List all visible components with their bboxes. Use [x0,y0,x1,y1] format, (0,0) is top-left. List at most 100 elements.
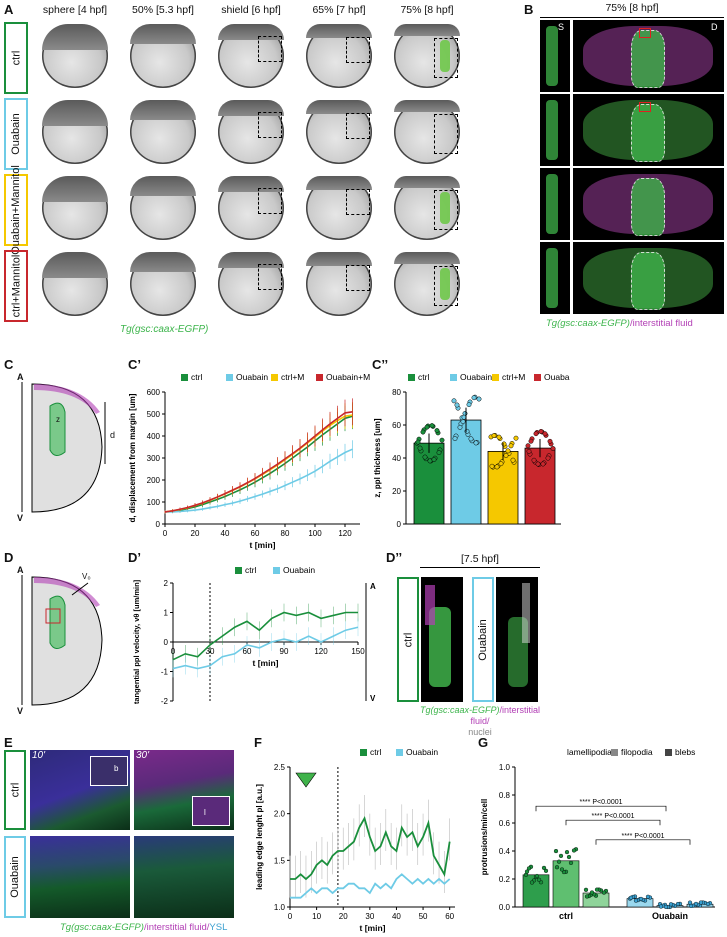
y-tick-label: 0.2 [499,875,511,884]
x-tick-label: 90 [280,647,289,656]
data-point [439,437,445,443]
panel-letter-f: F [254,735,262,750]
data-point [559,867,565,872]
legend-label: ctrl [245,565,256,575]
panel-d2-title: [7.5 hpf] [461,553,499,565]
embryo-image [210,96,292,168]
row-text: Ouabain+Mannitol [10,165,22,255]
caption-tg: Tg(gsc:caax-EGFP) [419,705,500,715]
legend-label: Ouabain [236,372,268,382]
gsc-domain [631,104,665,162]
blastoderm-cap [394,24,460,36]
time-label: 10' [32,750,46,761]
legend-swatch [181,374,188,381]
data-point [473,440,479,446]
embryo-body [218,24,284,88]
dashed-box [346,113,370,139]
data-point [457,424,463,430]
blastoderm-cap [394,100,460,112]
embryo-image [122,96,204,168]
embryo-body [306,100,372,164]
gsc-signal [440,268,450,300]
e-image-ouabain-30 [134,836,234,918]
caption-fluid: /interstitial fluid/ [143,922,210,933]
row-label-0: ctrl [4,22,28,94]
data-point [422,454,428,460]
y-axis-label: d, displacement from margin [um] [128,393,137,522]
data-point [535,461,541,467]
panel-letter-g: G [478,735,489,750]
data-point [638,896,644,902]
data-point [583,887,589,892]
column-label: shield [6 hpf] [221,4,281,16]
chart-c2: 0 20 40 60 80 z, ppl thickness [um] ctrl Ouabai… [373,372,570,529]
e-image-ctrl-30: 30' l [134,750,234,830]
panel-d2-caption: Tg(gsc:caax-EGFP)/interstitial fluid/nuc… [415,705,545,738]
view-label-d: D [711,22,718,32]
schematic-c-z: z [56,415,60,424]
dashed-box [346,37,370,63]
legend-label: lamellipodia [567,747,612,757]
data-point [496,434,502,440]
data-point [589,890,595,895]
legend-swatch [450,374,457,381]
legend-label: ctrl+M [502,372,525,382]
gsc-domain [631,178,665,236]
panel-letter-e: E [4,735,13,750]
data-point [466,402,472,408]
data-point [558,853,564,858]
legend-swatch [360,749,367,756]
data-point [454,402,460,408]
significance-label: **** P<0.0001 [579,799,622,806]
embryo-body [42,252,108,316]
panel-letter-c1: C’ [128,357,141,372]
data-point [566,854,572,860]
panel-b-caption: Tg(gsc:caax-EGFP)/interstitial fluid [546,318,693,329]
e-image-ouabain-10 [30,836,130,918]
data-point [526,866,532,871]
blastoderm-cap [306,252,372,266]
embryo-image [122,20,204,92]
x-tick-label: 30 [365,912,374,921]
panel-letter-a: A [4,2,14,17]
row-text: Ouabain [9,856,21,898]
view-label-s: S [558,22,565,32]
data-point [698,900,704,905]
legend-swatch [316,374,323,381]
series-line-ctrl [164,415,353,513]
y-tick-label: 0.4 [499,847,511,856]
data-point [505,448,511,454]
data-point [528,438,534,444]
y-axis-label: protrusions/min/cell [480,799,489,875]
blastoderm-cap [306,100,372,114]
side-view-image: S [540,20,570,92]
blastoderm-cap [130,24,196,44]
significance-bracket [595,839,691,845]
green-tissue [546,174,558,234]
side-view-image [540,242,570,314]
legend-swatch [665,749,672,756]
caption-ysl: YSL [209,922,228,933]
row-text: Ouabain [477,618,489,661]
red-box [639,28,651,38]
data-point [508,443,514,449]
y-tick-label: 0 [164,638,169,647]
legend-swatch [235,567,242,574]
legend-swatch [492,374,499,381]
dorsal-view-image [573,94,724,166]
blastoderm-cap [130,100,196,120]
y-tick-label: 2.5 [274,763,286,772]
inset-icon [295,772,317,788]
y-tick-label: -1 [161,668,169,677]
data-point [554,865,560,870]
row-text: ctrl [8,782,21,798]
embryo-body [42,100,108,164]
gsc-signal [440,40,450,72]
embryo-image [210,248,292,320]
data-point [556,859,562,864]
embryo-image [386,96,468,168]
data-point [536,877,542,882]
y-tick-label: 0 [397,520,402,529]
chart-g: 0.0 0.2 0.4 0.6 0.8 1.0 protrusions/min/cell la… [480,747,715,921]
fluid-layer-d [34,577,100,607]
